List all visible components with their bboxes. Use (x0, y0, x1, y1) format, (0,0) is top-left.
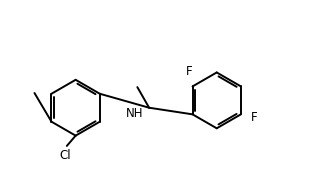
Text: NH: NH (126, 107, 143, 120)
Text: F: F (251, 111, 258, 124)
Text: F: F (186, 65, 193, 78)
Text: Cl: Cl (60, 149, 71, 162)
